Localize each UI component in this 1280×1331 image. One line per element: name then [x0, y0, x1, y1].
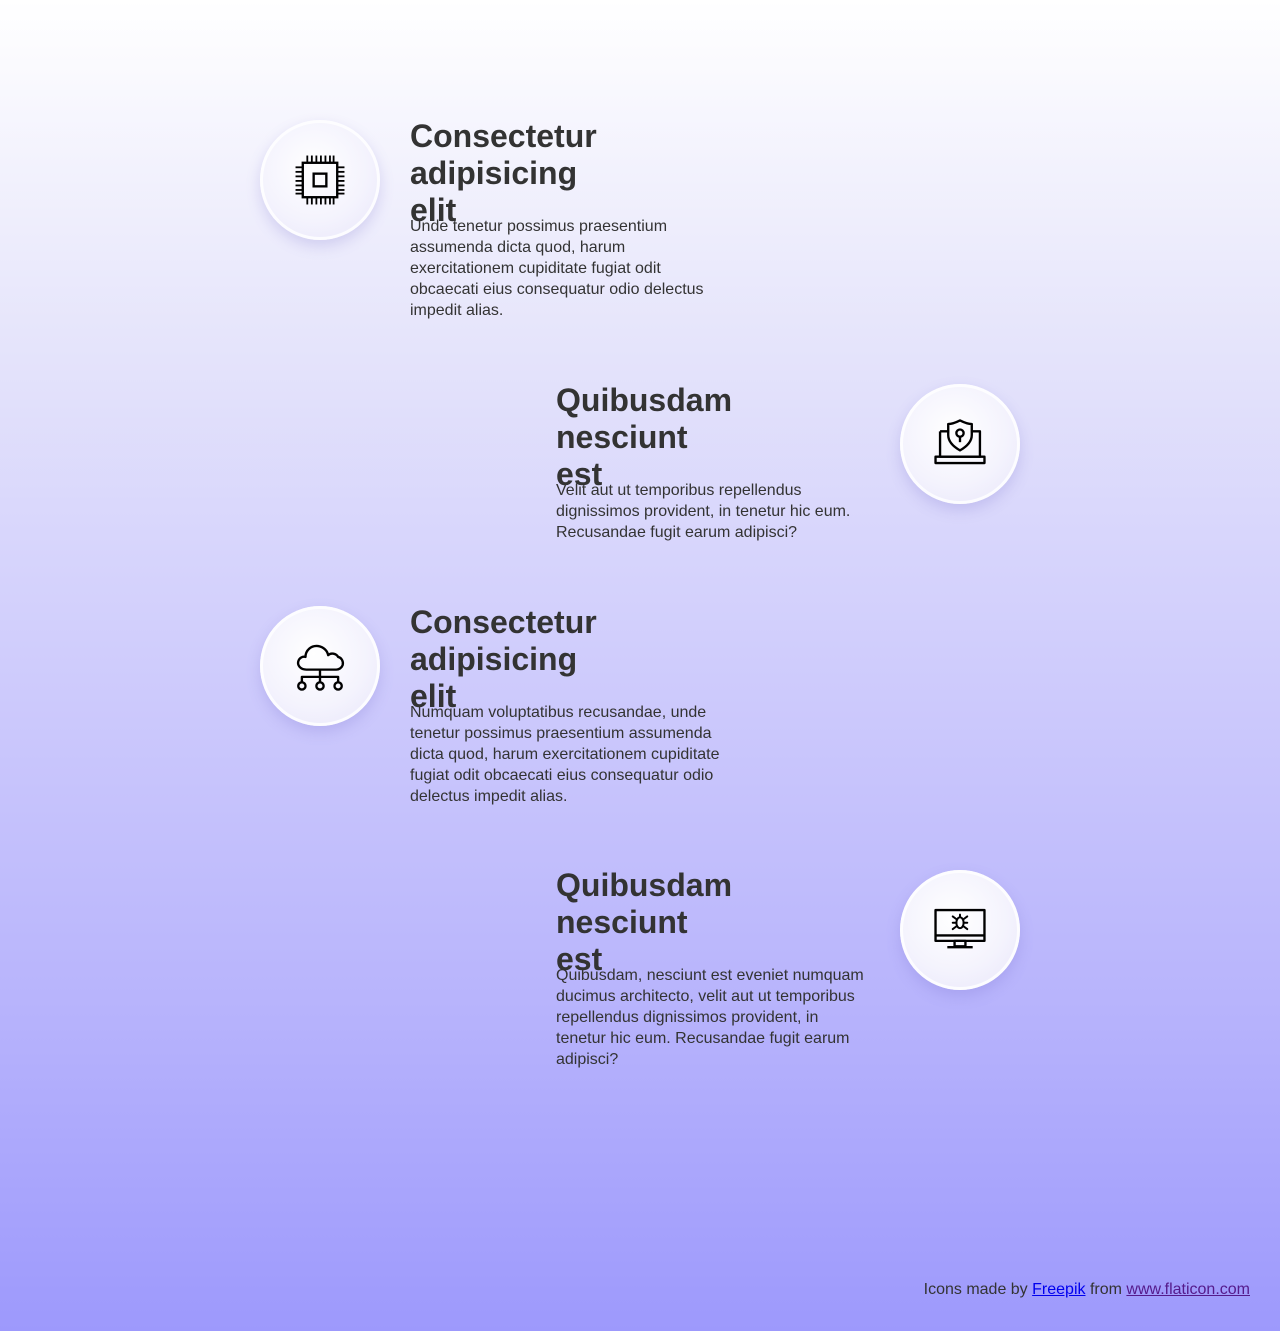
feature-title-1-line1: Consectetur: [410, 118, 597, 154]
feature-title-4-line2: nesciunt est: [556, 904, 688, 977]
feature-description-2: Velit aut ut temporibus repellendus dign…: [556, 482, 851, 541]
feature-description-3: Numquam voluptatibus recusandae, unde te…: [410, 704, 720, 805]
monitor-bug-icon: [931, 901, 989, 959]
cloud-network-icon: [291, 637, 349, 695]
feature-title-4-line1: Quibusdam: [556, 867, 733, 903]
icon-circle-2: [900, 384, 1020, 504]
feature-title-2-line1: Quibusdam: [556, 382, 733, 418]
icon-circle-1: [260, 120, 380, 240]
attribution-prefix: Icons made by: [923, 1281, 1028, 1298]
attribution-middle: from: [1089, 1281, 1122, 1298]
feature-title-3: Consectetur adipisicing elit: [410, 604, 597, 715]
feature-title-4: Quibusdam nesciunt est: [556, 867, 732, 978]
feature-title-3-line1: Consectetur: [410, 604, 597, 640]
feature-title-2: Quibusdam nesciunt est: [556, 382, 732, 493]
feature-title-3-line2: adipisicing elit: [410, 641, 578, 714]
icon-circle-3: [260, 606, 380, 726]
icon-circle-4: [900, 870, 1020, 990]
cpu-chip-icon: [291, 151, 349, 209]
feature-title-1: Consectetur adipisicing elit: [410, 118, 597, 229]
feature-description-4: Quibusdam, nesciunt est eveniet numquam …: [556, 967, 864, 1068]
feature-description-1: Unde tenetur possimus praesentium assume…: [410, 218, 704, 319]
icon-attribution: Icons made by Freepik from www.flaticon.…: [924, 1281, 1250, 1299]
freepik-link[interactable]: Freepik: [1032, 1281, 1086, 1298]
feature-title-2-line2: nesciunt est: [556, 419, 688, 492]
feature-title-1-line2: adipisicing elit: [410, 155, 578, 228]
laptop-shield-icon: [931, 415, 989, 473]
flaticon-link[interactable]: www.flaticon.com: [1126, 1281, 1250, 1298]
